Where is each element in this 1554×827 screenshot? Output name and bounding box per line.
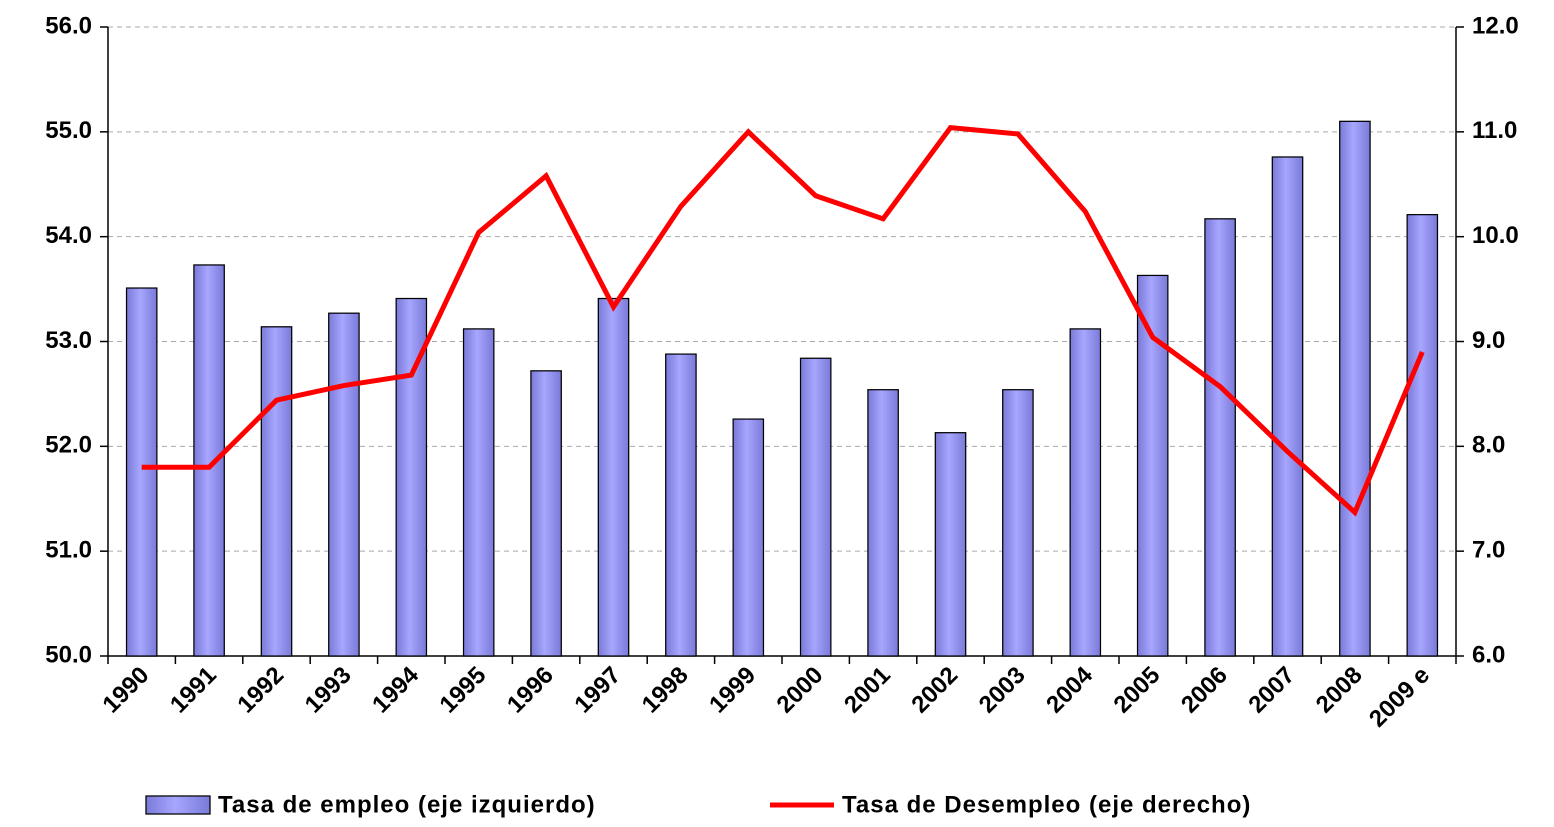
x-tick-label: 1994 (367, 661, 424, 718)
x-tick-label: 1991 (165, 662, 222, 719)
bar-shade (328, 312, 360, 657)
y2-tick-label: 7.0 (1472, 537, 1505, 564)
legend-label: Tasa de empleo (eje izquierdo) (218, 791, 596, 818)
bar-shade (1204, 218, 1236, 657)
bar-shade (799, 357, 832, 657)
bar-shade (193, 264, 225, 657)
y-tick-label: 56.0 (45, 12, 92, 39)
legend-swatch-shade (145, 795, 211, 815)
y2-tick-label: 6.0 (1472, 641, 1505, 668)
y-tick-label: 54.0 (45, 222, 92, 249)
x-tick-label: 1996 (502, 662, 559, 719)
bar-shade (530, 370, 562, 657)
x-tick-label: 1997 (569, 662, 626, 719)
line (141, 125, 1425, 517)
x-tick-label: 2008 (1311, 662, 1368, 719)
x-tick-label: 2002 (906, 662, 963, 719)
x-tick-label: 1999 (704, 662, 761, 719)
bar-shade (462, 328, 495, 657)
x-tick-label: 1993 (300, 662, 357, 719)
x-tick-label: 2009 e (1364, 662, 1435, 733)
bar-shade (260, 326, 293, 657)
bar-shade (665, 353, 697, 657)
y2-tick-label: 8.0 (1472, 432, 1505, 459)
bar-shade (1069, 328, 1102, 657)
bar-shade (597, 297, 630, 657)
bar-shade (867, 389, 899, 657)
x-tick-label: 2007 (1243, 662, 1300, 719)
x-tick-label: 2003 (974, 662, 1031, 719)
y2-tick-label: 12.0 (1472, 12, 1519, 39)
bar-shade (1271, 156, 1304, 657)
y2-tick-label: 10.0 (1472, 222, 1519, 249)
x-tick-label: 1990 (98, 662, 155, 719)
y2-tick-label: 9.0 (1472, 327, 1505, 354)
bar-shade (1406, 214, 1439, 657)
legend-label: Tasa de Desempleo (eje derecho) (842, 791, 1251, 818)
bar-shade (125, 287, 158, 657)
x-tick-label: 2004 (1041, 661, 1098, 718)
y-tick-label: 53.0 (45, 327, 92, 354)
bar-shade (1339, 120, 1371, 657)
x-tick-label: 1995 (435, 662, 492, 719)
y2-tick-label: 11.0 (1472, 117, 1517, 144)
bar-shade (732, 418, 765, 657)
y-tick-label: 52.0 (45, 432, 92, 459)
y-tick-label: 51.0 (45, 537, 92, 564)
x-tick-label: 1998 (637, 662, 694, 719)
y-tick-label: 50.0 (45, 641, 92, 668)
bar-shade (934, 432, 967, 657)
x-tick-label: 2000 (772, 662, 829, 719)
x-tick-label: 2006 (1176, 662, 1233, 719)
x-tick-label: 2005 (1109, 662, 1166, 719)
bar-shade (1002, 389, 1034, 657)
x-tick-label: 2001 (839, 662, 896, 719)
y-tick-label: 55.0 (45, 117, 92, 144)
x-tick-label: 1992 (232, 662, 289, 719)
